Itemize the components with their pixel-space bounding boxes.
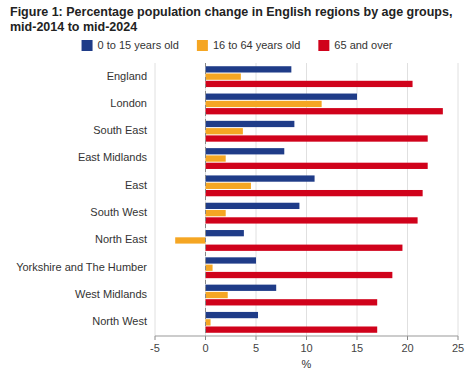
- bar: [206, 66, 292, 72]
- title: Figure 1: Percentage population change i…: [10, 5, 452, 34]
- tick-mark: [306, 336, 307, 340]
- bar: [206, 265, 213, 271]
- bar: [206, 319, 211, 325]
- legend-swatch: [197, 40, 208, 51]
- grid-line: [155, 63, 156, 336]
- tick-label: -5: [150, 342, 160, 354]
- bar: [206, 163, 428, 169]
- x-axis: -5 0 5 10 15 20 25: [150, 336, 464, 354]
- bar: [206, 101, 322, 107]
- y-axis: England London South East East Midlands East…: [16, 70, 147, 328]
- category-label: South East: [93, 124, 147, 136]
- x-axis-line: [155, 336, 458, 337]
- legend-label: 0 to 15 years old: [98, 39, 179, 51]
- legend-item: 65 and over: [318, 39, 392, 51]
- tick-mark: [407, 336, 408, 340]
- grid-line: [357, 63, 358, 336]
- bar: [206, 230, 244, 236]
- tick-mark: [458, 336, 459, 340]
- bar: [206, 285, 277, 291]
- legend-swatch: [82, 40, 93, 51]
- bar: [206, 217, 418, 223]
- tick-mark: [256, 336, 257, 340]
- bar: [206, 210, 226, 216]
- bar: [206, 190, 423, 196]
- bar: [206, 108, 443, 114]
- bar: [206, 203, 300, 209]
- legend: 0 to 15 years old 16 to 64 years old 65 an…: [82, 39, 393, 51]
- tick-label: 5: [253, 342, 259, 354]
- bar: [206, 74, 241, 80]
- bar: [206, 94, 358, 100]
- bar: [206, 299, 378, 305]
- category-label: London: [110, 97, 147, 109]
- chart: Figure 1: Percentage population change i…: [0, 0, 474, 374]
- bar: [206, 155, 226, 161]
- tick-label: 25: [452, 342, 464, 354]
- chart-container: Figure 1: Percentage population change i…: [0, 0, 474, 374]
- bar: [206, 245, 403, 251]
- zero-line: [205, 63, 206, 336]
- tick-label: 0: [202, 342, 208, 354]
- category-label: East Midlands: [78, 151, 148, 163]
- bar: [206, 312, 259, 318]
- category-label: North West: [92, 315, 147, 327]
- category-label: East: [125, 179, 147, 191]
- x-axis-label: %: [302, 358, 312, 370]
- legend-label: 16 to 64 years old: [213, 39, 300, 51]
- category-label: England: [107, 70, 147, 82]
- tick-mark: [155, 336, 156, 340]
- tick-label: 15: [351, 342, 363, 354]
- bars: [175, 66, 443, 333]
- bar: [206, 121, 295, 127]
- legend-label: 65 and over: [334, 39, 392, 51]
- bar: [206, 135, 428, 141]
- bar: [206, 257, 257, 263]
- legend-swatch: [318, 40, 329, 51]
- grid-line: [458, 63, 459, 336]
- bar: [206, 183, 251, 189]
- bar: [206, 272, 393, 278]
- tick-label: 10: [300, 342, 312, 354]
- bar: [175, 237, 205, 243]
- tick-label: 20: [401, 342, 413, 354]
- grid: [155, 63, 458, 336]
- category-label: North East: [95, 233, 147, 245]
- tick-mark: [357, 336, 358, 340]
- bar: [206, 326, 378, 332]
- bar: [206, 292, 228, 298]
- bar: [206, 81, 413, 87]
- category-label: West Midlands: [75, 288, 147, 300]
- legend-item: 0 to 15 years old: [82, 39, 179, 51]
- category-label: Yorkshire and The Humber: [16, 261, 147, 273]
- tick-mark: [205, 336, 206, 340]
- bar: [206, 148, 285, 154]
- category-label: South West: [90, 206, 147, 218]
- grid-line: [407, 63, 408, 336]
- legend-item: 16 to 64 years old: [197, 39, 300, 51]
- bar: [206, 128, 243, 134]
- bar: [206, 175, 315, 181]
